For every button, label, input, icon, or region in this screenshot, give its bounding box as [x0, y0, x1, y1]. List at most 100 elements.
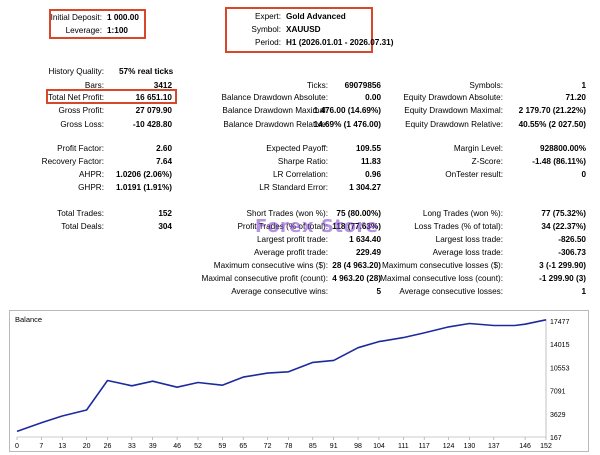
recovery-factor-value: 7.64 [156, 157, 172, 166]
maximal-cons-loss-label: Maximal consecutive loss (count): [380, 274, 503, 283]
gross-loss-value: -10 428.80 [132, 120, 172, 129]
lr-std-value: 1 304.27 [349, 183, 381, 192]
long-trades-label: Long Trades (won %): [422, 209, 503, 218]
y-tick-label: 7091 [550, 389, 566, 396]
x-tick-label: 7 [39, 443, 43, 450]
period-value: H1 (2026.01.01 - 2026.07.31) [286, 38, 394, 47]
x-tick-label: 137 [488, 443, 500, 450]
eq-dd-abs-label: Equity Drawdown Absolute: [403, 93, 503, 102]
x-tick-label: 72 [264, 443, 272, 450]
profit-factor-value: 2.60 [156, 144, 172, 153]
gross-profit-label: Gross Profit: [58, 106, 105, 115]
sharpe-value: 11.83 [360, 157, 381, 166]
y-tick-label: 17477 [550, 319, 570, 326]
ghpr-value: 1.0191 (1.91%) [116, 183, 172, 192]
bal-dd-abs-value: 0.00 [365, 93, 381, 102]
symbol-label: Symbol: [251, 25, 281, 34]
x-tick-label: 117 [419, 443, 430, 450]
bal-dd-rel-label: Balance Drawdown Relative: [223, 120, 328, 129]
bars-value: 3412 [153, 81, 172, 90]
gross-loss-label: Gross Loss: [60, 120, 104, 129]
eq-dd-abs-value: 71.20 [565, 93, 587, 102]
forex-store-watermark: Forex Store [255, 216, 378, 237]
history-quality-value: 57% real ticks [119, 67, 174, 76]
bars-label: Bars: [84, 81, 104, 90]
y-tick-label: 14015 [550, 342, 570, 349]
zscore-value: -1.48 (86.11%) [532, 157, 586, 166]
net-profit-box [46, 89, 177, 104]
watermark-text: Forex Store [255, 216, 379, 237]
profit-factor-label: Profit Factor: [57, 144, 104, 153]
x-tick-group: 0 7 13 20 26 33 39 46 52 59 65 72 78 85 91 98 104 111 117 1… [15, 437, 552, 450]
avg-profit-label: Average profit trade: [253, 248, 328, 257]
leverage-label: Leverage: [65, 26, 102, 35]
total-net-profit-value: 16 651.10 [135, 93, 172, 102]
total-trades-label: Total Trades: [57, 209, 104, 218]
balance-chart-svg: Balance 0 7 13 20 26 33 39 46 52 59 65 72 78 85 91 98 10… [15, 315, 570, 450]
avg-cons-wins-label: Average consecutive wins: [231, 287, 328, 296]
initial-deposit-label: Initial Deposit: [50, 13, 102, 22]
x-tick-label: 130 [464, 443, 476, 450]
symbol-value: XAUUSD [286, 25, 321, 34]
loss-trades-value: 34 (22.37%) [541, 222, 586, 231]
x-tick-label: 26 [104, 443, 112, 450]
eq-dd-rel-label: Equity Drawdown Relative: [405, 120, 503, 129]
x-tick-label: 0 [15, 443, 19, 450]
y-tick-group: 17477 14015 10553 7091 3629 167 [550, 319, 570, 442]
max-cons-losses-label: Maximum consecutive losses ($): [381, 261, 503, 270]
x-tick-label: 91 [330, 443, 338, 450]
x-tick-label: 78 [285, 443, 293, 450]
gross-profit-value: 27 079.90 [135, 106, 172, 115]
x-tick-label: 20 [83, 443, 91, 450]
x-tick-label: 59 [218, 443, 226, 450]
total-deals-value: 304 [158, 222, 172, 231]
long-trades-value: 77 (75.32%) [541, 209, 586, 218]
maximal-cons-profit-label: Maximal consecutive profit (count): [201, 274, 329, 283]
maximal-cons-loss-value: -1 299.90 (3) [539, 274, 586, 283]
ticks-value: 69079856 [344, 81, 381, 90]
bal-dd-max-value: 1 476.00 (14.69%) [313, 106, 381, 115]
avg-cons-losses-value: 1 [581, 287, 586, 296]
largest-loss-label: Largest loss trade: [435, 235, 503, 244]
total-deals-label: Total Deals: [61, 222, 104, 231]
expert-box [225, 7, 373, 53]
ahpr-value: 1.0206 (2.06%) [116, 170, 172, 179]
expert-label: Expert: [255, 12, 281, 21]
short-trades-label: Short Trades (won %): [246, 209, 328, 218]
x-tick-label: 39 [149, 443, 157, 450]
chart-title: Balance [15, 315, 42, 324]
avg-cons-losses-label: Average consecutive losses: [399, 287, 503, 296]
x-tick-label: 111 [398, 443, 409, 450]
max-cons-wins-label: Maximum consecutive wins ($): [213, 261, 328, 270]
expected-payoff-label: Expected Payoff: [266, 144, 328, 153]
ghpr-label: GHPR: [78, 183, 104, 192]
largest-profit-value: 1 634.40 [349, 235, 381, 244]
avg-loss-value: -306.73 [558, 248, 586, 257]
eq-dd-rel-value: 40.55% (2 027.50) [518, 120, 586, 129]
bal-dd-max-label: Balance Drawdown Maximal: [222, 106, 328, 115]
eq-dd-max-value: 2 179.70 (21.22%) [518, 106, 586, 115]
max-cons-losses-value: 3 (-1 299.90) [539, 261, 586, 270]
eq-dd-max-label: Equity Drawdown Maximal: [404, 106, 503, 115]
avg-cons-wins-value: 5 [376, 287, 381, 296]
short-trades-value: 75 (80.00%) [336, 209, 381, 218]
x-tick-label: 124 [443, 443, 455, 450]
ontester-label: OnTester result: [445, 170, 503, 179]
balance-series-line [16, 319, 547, 433]
x-tick-label: 98 [354, 443, 362, 450]
x-tick-label: 33 [128, 443, 136, 450]
period-label: Period: [255, 38, 281, 47]
margin-level-value: 928800.00% [540, 144, 586, 153]
initial-deposit-value: 1 000.00 [107, 13, 139, 22]
avg-loss-label: Average loss trade: [432, 248, 503, 257]
avg-profit-value: 229.49 [355, 248, 381, 257]
largest-loss-value: -826.50 [558, 235, 586, 244]
leverage-value: 1:100 [107, 26, 128, 35]
lr-std-label: LR Standard Error: [259, 183, 328, 192]
symbols-value: 1 [581, 81, 586, 90]
bal-dd-abs-label: Balance Drawdown Absolute: [221, 93, 328, 102]
largest-profit-label: Largest profit trade: [257, 235, 328, 244]
total-trades-value: 152 [158, 209, 172, 218]
x-tick-label: 152 [540, 443, 552, 450]
x-tick-label: 13 [58, 443, 66, 450]
